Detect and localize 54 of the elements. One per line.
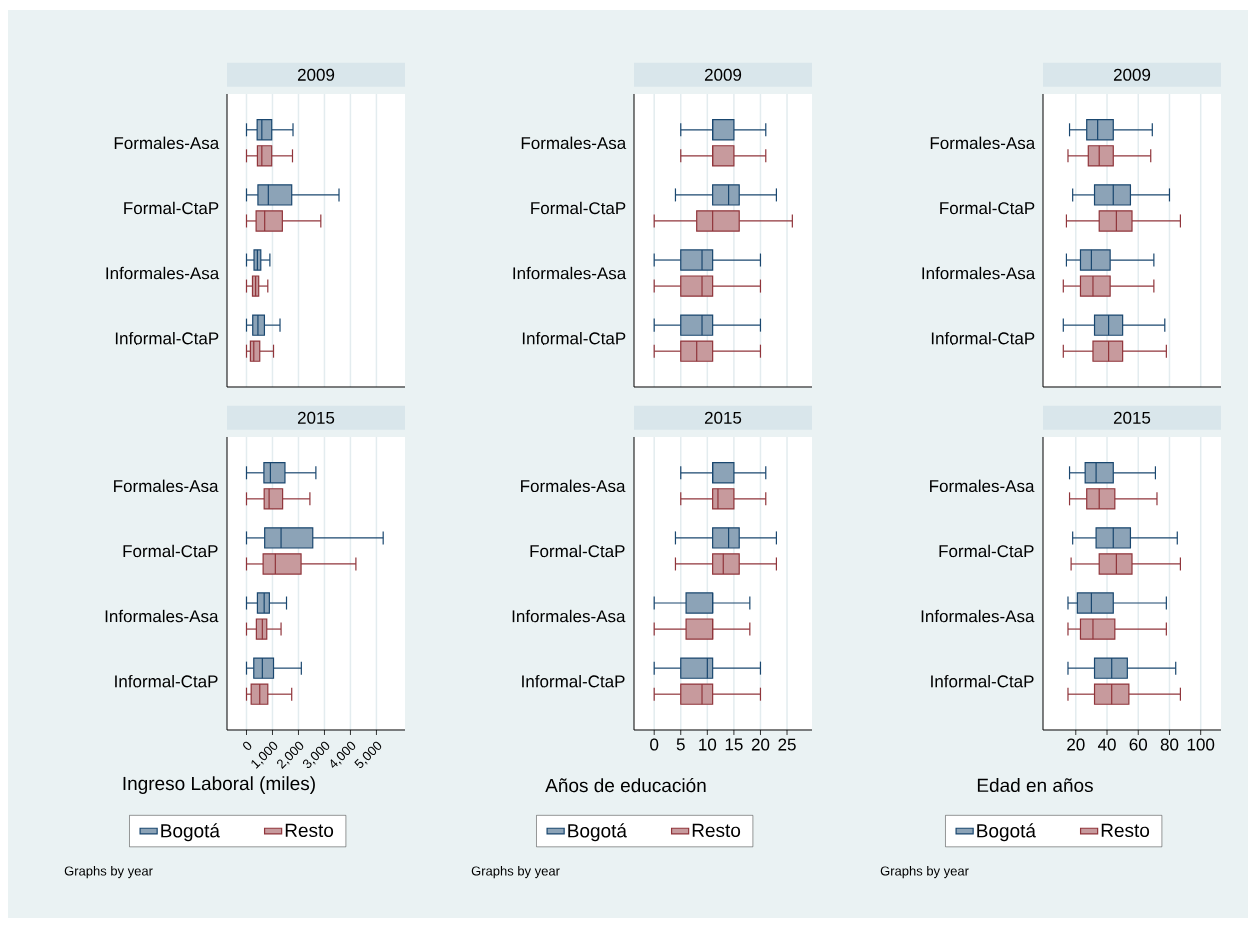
y-tick-label: Informal-CtaP: [522, 331, 626, 345]
y-tick-label: Formal-CtaP: [530, 544, 625, 558]
y-tick-label: Informales-Asa: [921, 609, 1035, 623]
chart-title: 2015: [297, 411, 335, 424]
x-tick-label: 5: [676, 738, 685, 751]
x-axis-title: Edad en años: [977, 778, 1093, 793]
y-tick-label: Formal-CtaP: [940, 201, 1035, 215]
y-tick-label: Formales-Asa: [114, 479, 219, 493]
y-tick-label: Informales-Asa: [105, 609, 219, 623]
y-tick-label: Formales-Asa: [930, 479, 1035, 493]
legend-label: Resto: [692, 823, 741, 838]
y-tick-label: Informal-CtaP: [522, 674, 625, 688]
y-tick-label: Informal-CtaP: [115, 331, 219, 345]
legend-label: Bogotá: [161, 823, 220, 842]
y-tick-label: Informales-Asa: [922, 266, 1036, 280]
x-tick-label: 15: [725, 738, 743, 751]
legend-label: Bogotá: [568, 823, 627, 842]
chart-title: 2009: [297, 68, 335, 81]
x-axis-title: Ingreso Laboral (miles): [123, 776, 315, 794]
x-tick-label: 0: [243, 741, 252, 750]
text: Graphs by year: [880, 866, 969, 879]
x-tick-label: 0: [650, 738, 659, 751]
text: Graphs by year: [471, 866, 560, 879]
chart-title: 2009: [704, 68, 742, 81]
x-tick-label: 20: [751, 738, 770, 751]
y-tick-label: Informal-CtaP: [931, 331, 1035, 345]
x-tick-label: 40: [1097, 738, 1116, 751]
chart-title: 2009: [1113, 68, 1151, 81]
y-tick-label: Formal-CtaP: [124, 201, 219, 215]
y-tick-label: Formal-CtaP: [123, 544, 218, 558]
y-tick-label: Informal-CtaP: [931, 674, 1034, 688]
legend-label: Resto: [285, 823, 334, 838]
legend-label: Resto: [1101, 823, 1150, 838]
text: Graphs by year: [64, 866, 153, 879]
legend-label: Bogotá: [977, 823, 1036, 842]
y-tick-label: Formales-Asa: [114, 136, 220, 150]
y-tick-label: Formal-CtaP: [939, 544, 1034, 558]
y-tick-label: Informales-Asa: [106, 266, 220, 280]
y-tick-label: Formales-Asa: [521, 479, 626, 493]
chart-title: 2015: [704, 411, 742, 424]
chart-title: 2015: [1113, 411, 1151, 424]
x-tick-label: 80: [1160, 738, 1179, 751]
x-tick-label: 20: [1067, 738, 1085, 751]
y-tick-label: Informal-CtaP: [115, 674, 218, 688]
x-tick-label: 60: [1129, 738, 1148, 751]
y-tick-label: Formales-Asa: [930, 136, 1036, 150]
x-tick-label: 100: [1187, 738, 1215, 751]
x-axis-title: Años de educación: [545, 777, 706, 793]
y-tick-label: Formal-CtaP: [531, 201, 626, 215]
y-tick-label: Formales-Asa: [521, 136, 627, 150]
x-tick-label: 10: [699, 738, 717, 751]
y-tick-label: Informales-Asa: [513, 266, 627, 280]
y-tick-label: Informales-Asa: [512, 609, 626, 623]
x-tick-label: 25: [778, 738, 796, 751]
